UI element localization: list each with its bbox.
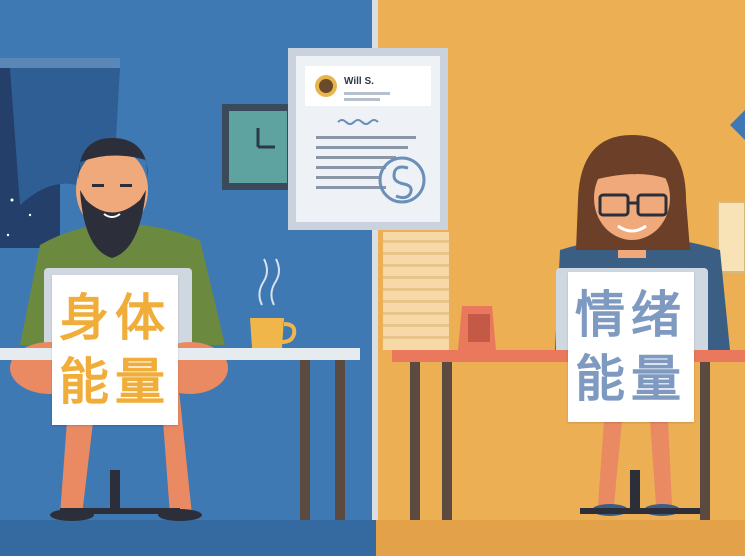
- night-window: [0, 58, 120, 248]
- lamp-icon: [730, 110, 745, 140]
- wall-note: [717, 201, 745, 273]
- right-chair: [580, 470, 700, 514]
- sign-line-2: 能量: [59, 352, 171, 411]
- sign-line-1: 情绪: [575, 285, 687, 344]
- wall-clock-icon: [222, 104, 294, 190]
- resume-document: [288, 48, 448, 230]
- physical-energy-sign: 身体 能量: [52, 275, 178, 425]
- sign-line-2: 能量: [575, 349, 687, 408]
- document-author-name: Will S.: [344, 76, 374, 87]
- coffee-mug-icon: [250, 318, 284, 348]
- window-blinds: [383, 232, 449, 350]
- right-floor: [376, 520, 745, 556]
- panel-divider: [372, 0, 378, 556]
- seal-icon: [378, 156, 426, 204]
- emotional-energy-sign: 情绪 能量: [568, 272, 694, 422]
- left-chair: [60, 470, 180, 514]
- left-floor: [0, 520, 376, 556]
- sign-line-1: 身体: [59, 288, 171, 347]
